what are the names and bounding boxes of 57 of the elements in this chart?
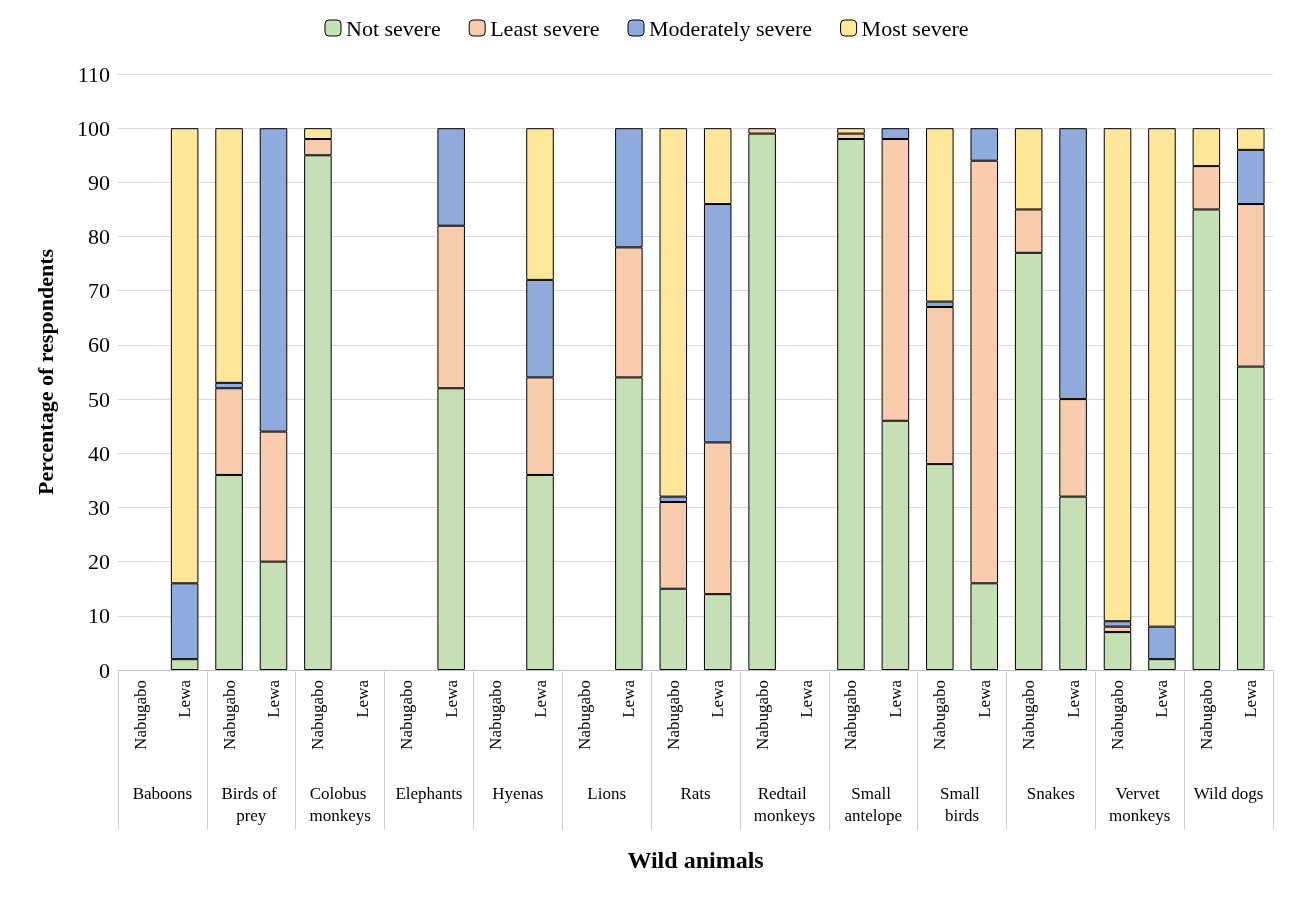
x-tick-label: Nabugabo <box>308 680 328 750</box>
y-tick-label: 90 <box>88 169 110 195</box>
x-tick-label: Lewa <box>797 679 817 718</box>
x-tick-label: Lewa <box>1241 679 1261 718</box>
x-tick-label: Nabugabo <box>752 680 772 750</box>
text: Redtail monkeys <box>753 783 816 825</box>
x-tick-label: Nabugabo <box>219 680 239 750</box>
x-tick-label: Nabugabo <box>130 680 150 750</box>
y-tick-label: 40 <box>88 440 110 466</box>
x-tick-label: Lewa <box>441 679 461 718</box>
text: Small antelope <box>844 783 902 825</box>
x-tick-label: Nabugabo <box>486 680 506 750</box>
y-tick-label: 60 <box>88 332 110 358</box>
x-tick-label: Nabugabo <box>930 680 950 750</box>
x-tick-label: Nabugabo <box>1108 680 1128 750</box>
x-tick-label: Nabugabo <box>1019 680 1039 750</box>
text: Colobus monkeys <box>309 783 371 825</box>
y-axis-title: Percentage of respondents <box>32 248 58 496</box>
y-tick-label: 10 <box>88 603 110 629</box>
x-tick-label: Lewa <box>1152 679 1172 718</box>
y-tick-label: 110 <box>77 61 110 87</box>
y-tick-label: 0 <box>99 657 110 683</box>
x-axis-title: Wild animals <box>627 847 764 873</box>
x-tick-label: Lewa <box>175 679 195 718</box>
y-tick-label: 50 <box>88 386 110 412</box>
y-tick-label: 30 <box>88 494 110 520</box>
x-tick-label: Nabugabo <box>663 680 683 750</box>
legend-label: Most severe <box>861 15 969 41</box>
text: Hyenas <box>492 783 544 803</box>
x-tick-label: Lewa <box>619 679 639 718</box>
y-tick-label: 80 <box>88 224 110 250</box>
text: Lions <box>587 783 627 803</box>
text: Snakes <box>1026 783 1075 803</box>
x-tick-label: Lewa <box>974 679 994 718</box>
text: Wild dogs <box>1193 783 1264 803</box>
x-tick-label: Lewa <box>352 679 372 718</box>
legend-label: Moderately severe <box>649 15 813 41</box>
x-tick-label: Nabugabo <box>841 680 861 750</box>
text: Vervet monkeys <box>1109 783 1171 825</box>
y-tick-label: 20 <box>88 549 110 575</box>
text: Rats <box>680 783 711 803</box>
y-tick-label: 70 <box>88 278 110 304</box>
x-tick-label: Nabugabo <box>1196 680 1216 750</box>
x-tick-label: Nabugabo <box>397 680 417 750</box>
legend-label: Least severe <box>490 15 600 41</box>
x-tick-label: Nabugabo <box>574 680 594 750</box>
x-tick-label: Lewa <box>708 679 728 718</box>
y-tick-label: 100 <box>77 115 110 141</box>
x-tick-label: Lewa <box>1063 679 1083 718</box>
text: Elephants <box>395 783 463 803</box>
text: Small birds <box>940 783 984 825</box>
x-tick-label: Lewa <box>263 679 283 718</box>
x-tick-label: Lewa <box>885 679 905 718</box>
legend-label: Not severe <box>346 15 441 41</box>
x-tick-label: Lewa <box>530 679 550 718</box>
text: Birds of prey <box>221 783 282 825</box>
text: Baboons <box>132 783 193 803</box>
